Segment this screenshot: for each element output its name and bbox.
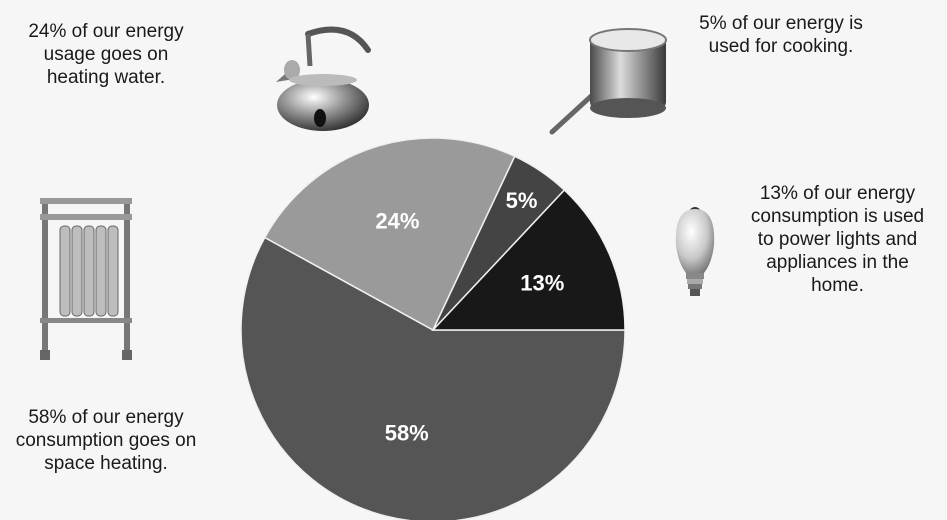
pie-slice-13 xyxy=(431,188,626,331)
pie-slice-label-5: 5% xyxy=(506,188,538,213)
pie-slice-label-13: 13% xyxy=(520,271,564,296)
light-bulb-icon xyxy=(675,207,715,296)
annotation-lights-appliances: 13% of our energy consumption is used to… xyxy=(750,183,925,296)
pie-slice-label-58: 58% xyxy=(385,420,429,445)
radiator-icon xyxy=(40,198,132,360)
annotation-heating-water: 24% of our energy usage goes on heating … xyxy=(28,21,184,88)
pie-slice-58 xyxy=(240,236,626,520)
pie-slice-label-24: 24% xyxy=(375,208,419,233)
annotation-space-heating: 58% of our energy consumption goes on sp… xyxy=(15,407,197,474)
kettle-icon xyxy=(276,26,371,131)
pie-slice-24 xyxy=(263,137,516,332)
saucepan-icon xyxy=(549,28,667,135)
annotation-cooking: 5% of our energy is used for cooking. xyxy=(699,13,863,57)
